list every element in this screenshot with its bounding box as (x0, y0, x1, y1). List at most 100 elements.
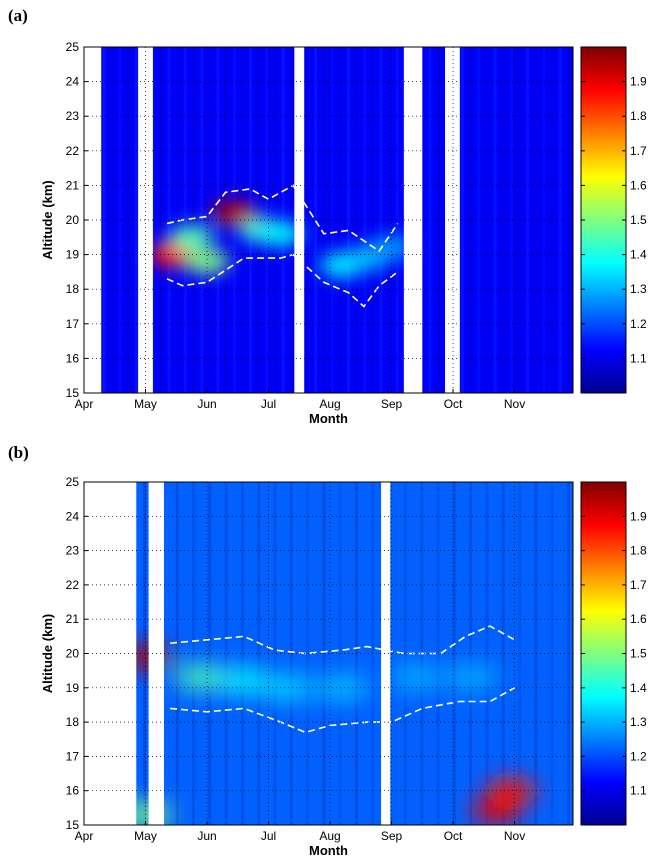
colorbar-tick-label: 1.9 (630, 75, 647, 89)
x-tick-label: Sep (381, 397, 403, 411)
heatmap-streak (526, 47, 530, 393)
heatmap-feature-1 (212, 201, 257, 226)
heatmap-streak (469, 482, 473, 825)
y-tick-label: 17 (66, 317, 80, 331)
x-tick-label: Aug (319, 397, 340, 411)
heatmap-streak (444, 482, 448, 825)
colorbar-tick-label: 1.9 (630, 509, 647, 523)
colorbar (580, 46, 627, 394)
colorbar-tick-label: 1.1 (630, 351, 647, 365)
x-tick-label: Jul (261, 397, 276, 411)
heatmap-streak (477, 482, 481, 825)
y-tick-label: 20 (66, 647, 80, 661)
heatmap-streak (542, 482, 546, 825)
y-tick-label: 25 (66, 40, 80, 54)
heatmap-streak (469, 47, 473, 393)
colorbar-tick-label: 1.6 (630, 178, 647, 192)
heatmap-streak (428, 47, 432, 393)
data-gap-2 (294, 47, 305, 393)
heatmap-streak (460, 482, 464, 825)
heatmap-streak (501, 482, 505, 825)
y-tick-label: 15 (66, 386, 80, 400)
x-axis-label: Month (309, 411, 348, 426)
heatmap-streak (273, 47, 277, 393)
heatmap-streak (281, 47, 285, 393)
x-tick-label: Jun (197, 829, 216, 843)
x-tick-label: May (134, 397, 157, 411)
heatmap-streak (289, 482, 293, 825)
y-axis-label: Altitude (km) (40, 180, 55, 259)
x-tick-label: May (134, 829, 157, 843)
heatmap-streak (477, 47, 481, 393)
heatmap-streak (387, 47, 391, 393)
y-tick-label: 16 (66, 784, 80, 798)
y-tick-label: 19 (66, 248, 80, 262)
heatmap-streak (322, 47, 326, 393)
heatmap-streak (265, 482, 269, 825)
heatmap-panel-b: 15 16 17 18 19 20 21 22 23 24 25 Apr May Jun Jul Aug Sep… (40, 475, 647, 858)
heatmap-streak (257, 482, 261, 825)
y-tick-label: 24 (66, 509, 80, 523)
heatmap-streak (493, 482, 497, 825)
heatmap-streak (183, 482, 187, 825)
heatmap-feature-3 (217, 668, 270, 693)
data-gap-2 (381, 482, 391, 825)
heatmap-streak (501, 47, 505, 393)
colorbar-tick-label: 1.7 (630, 144, 647, 158)
heatmap-streak (493, 47, 497, 393)
heatmap-streak (509, 482, 513, 825)
heatmap-streak (289, 47, 293, 393)
x-tick-label: Nov (504, 397, 525, 411)
colorbar-tick-label: 1.5 (630, 213, 647, 227)
heatmap-streak (322, 482, 326, 825)
heatmap-streak (485, 482, 489, 825)
colorbar-tick-label: 1.4 (630, 248, 647, 262)
heatmap-feature-0 (149, 242, 194, 267)
heatmap-streak (518, 47, 522, 393)
heatmap-streak (175, 47, 179, 393)
heatmap-feature-6 (390, 665, 443, 690)
panel-label-a: (a) (8, 6, 28, 25)
heatmap-streak (534, 482, 538, 825)
y-tick-label: 17 (66, 749, 80, 763)
heatmap-streak (224, 482, 228, 825)
heatmap-feature-7 (445, 665, 498, 690)
heatmap-streak (208, 47, 212, 393)
y-tick-label: 22 (66, 144, 80, 158)
heatmap-streak (509, 47, 513, 393)
colorbar-tick-label: 1.3 (630, 282, 647, 296)
x-tick-label: Jun (197, 397, 216, 411)
y-tick-label: 21 (66, 612, 80, 626)
y-tick-label: 25 (66, 475, 80, 489)
heatmap-panel-a: 15 16 17 18 19 20 21 22 23 24 25 Apr May Jun Jul Aug Sep… (40, 40, 647, 426)
y-tick-label: 18 (66, 715, 80, 729)
heatmap-streak (240, 482, 244, 825)
colorbar-tick-label: 1.8 (630, 109, 647, 123)
heatmap-feature-5 (258, 221, 303, 246)
heatmap-streak (314, 47, 318, 393)
heatmap-streak (460, 47, 464, 393)
heatmap-streak (167, 47, 171, 393)
colorbar-tick-label: 1.1 (630, 784, 647, 798)
grid (84, 482, 573, 825)
heatmap-feature-5 (316, 675, 369, 700)
x-tick-label: Apr (75, 397, 94, 411)
colorbar-tick-label: 1.5 (630, 647, 647, 661)
colorbar-tick-label: 1.4 (630, 681, 647, 695)
y-tick-label: 20 (66, 213, 80, 227)
heatmap-streak (526, 482, 530, 825)
heatmap-feature-8 (470, 799, 523, 824)
y-tick-label: 15 (66, 818, 80, 832)
heatmap-streak (534, 47, 538, 393)
colorbar-tick-label: 1.3 (630, 715, 647, 729)
heatmap-feature-3 (185, 249, 230, 274)
y-tick-label: 22 (66, 578, 80, 592)
heatmap-streak (314, 482, 318, 825)
heatmap-streak (102, 47, 106, 393)
heatmap-streak (518, 482, 522, 825)
panel-label-b: (b) (8, 443, 29, 462)
heatmap-feature-4 (260, 675, 313, 700)
contour-lower (170, 687, 515, 734)
colorbar-tick-label: 1.6 (630, 612, 647, 626)
